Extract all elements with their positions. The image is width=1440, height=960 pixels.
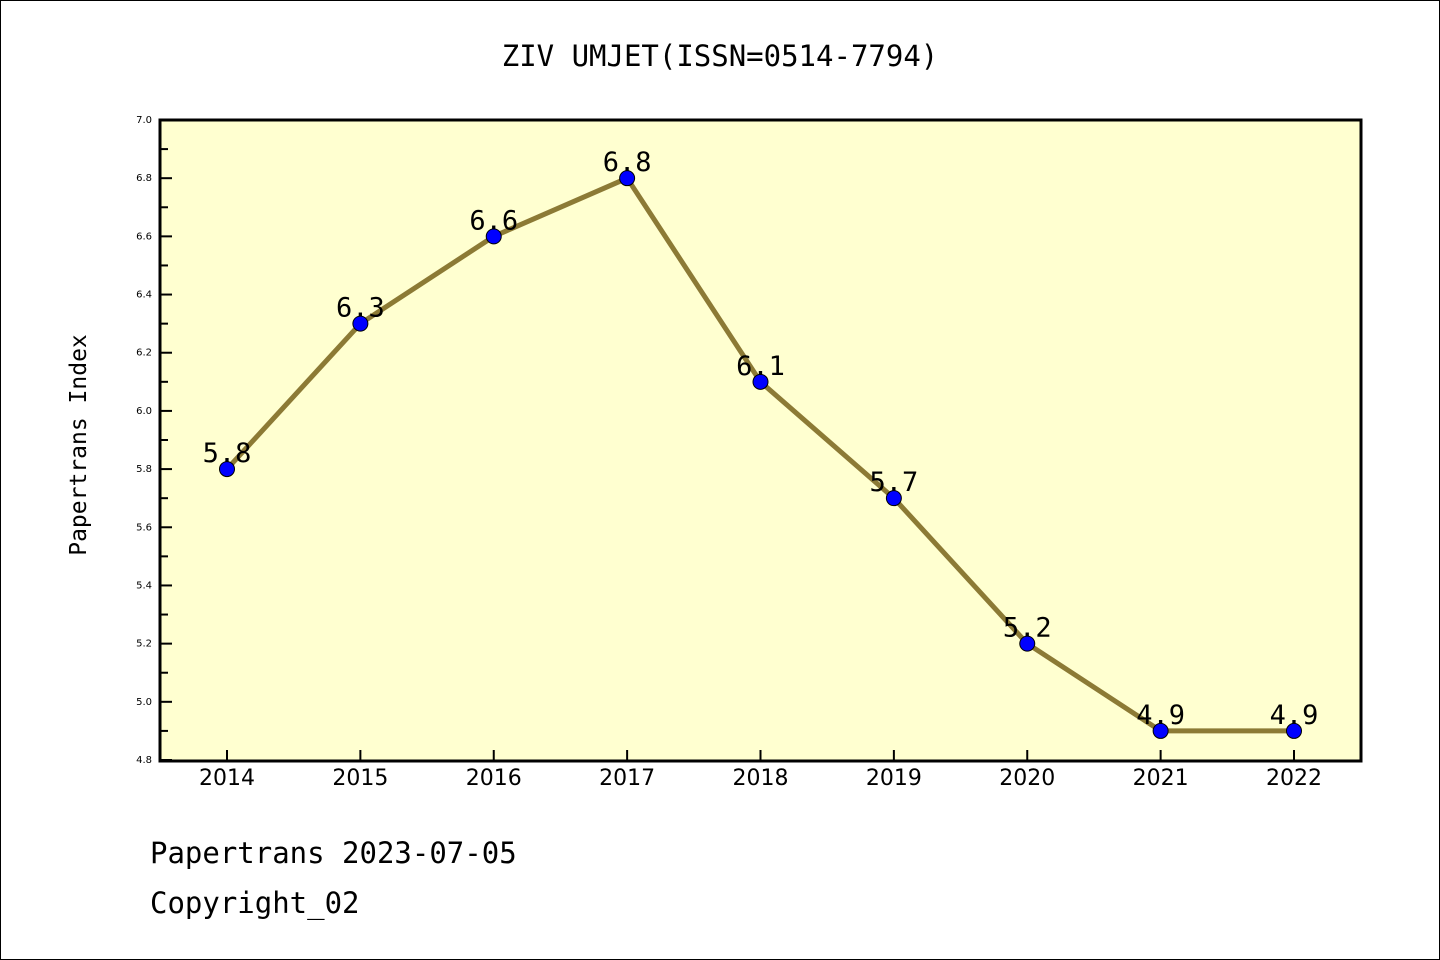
y-tick-label: 6.4 (136, 290, 152, 301)
y-tick-label: 6.0 (136, 406, 152, 417)
x-tick-label: 2015 (332, 766, 388, 791)
plot-area (160, 120, 1361, 761)
y-tick-label: 5.2 (136, 639, 152, 650)
y-tick-label: 6.2 (136, 348, 152, 359)
y-tick-label: 5.6 (136, 522, 152, 533)
data-point (219, 461, 235, 478)
chart-title: ZIV UMJET(ISSN=0514-7794) (502, 39, 939, 73)
data-point (1019, 635, 1036, 652)
data-label: 6.1 (736, 351, 785, 382)
data-point (619, 170, 636, 187)
y-tick-label: 4.8 (136, 755, 152, 766)
x-tick-label: 2018 (733, 766, 789, 791)
footer-copyright: Copyright_02 (150, 886, 360, 920)
data-label: 5.2 (1003, 613, 1052, 644)
footer-date: Papertrans 2023-07-05 (150, 836, 517, 870)
data-label: 5.7 (869, 467, 918, 498)
data-point (485, 228, 502, 245)
data-point (752, 373, 769, 390)
x-tick-label: 2019 (866, 766, 922, 791)
y-tick-label: 5.8 (136, 464, 152, 475)
plot-border (158, 118, 1363, 763)
x-tick-label: 2022 (1266, 766, 1322, 791)
data-point (1286, 722, 1302, 739)
data-label: 4.9 (1270, 700, 1319, 731)
x-tick-label: 2020 (999, 766, 1055, 791)
data-label: 6.3 (336, 293, 385, 324)
data-label: 6.6 (469, 205, 518, 236)
y-tick-label: 6.6 (136, 231, 152, 242)
x-tick-label: 2014 (199, 766, 255, 791)
y-tick-label: 6.8 (136, 173, 152, 184)
y-tick-label: 7.0 (136, 115, 152, 126)
data-point (352, 315, 369, 332)
x-tick-label: 2021 (1133, 766, 1189, 791)
y-tick-label: 5.4 (136, 580, 152, 591)
x-tick-label: 2017 (599, 766, 655, 791)
data-label: 5.8 (203, 438, 252, 469)
y-tick-label: 5.0 (136, 697, 152, 708)
data-label: 6.8 (603, 147, 652, 178)
data-label: 4.9 (1136, 700, 1185, 731)
y-axis-label: Papertrans Index (66, 334, 92, 556)
data-point (885, 490, 902, 507)
data-point (1152, 722, 1169, 739)
x-tick-label: 2016 (466, 766, 522, 791)
